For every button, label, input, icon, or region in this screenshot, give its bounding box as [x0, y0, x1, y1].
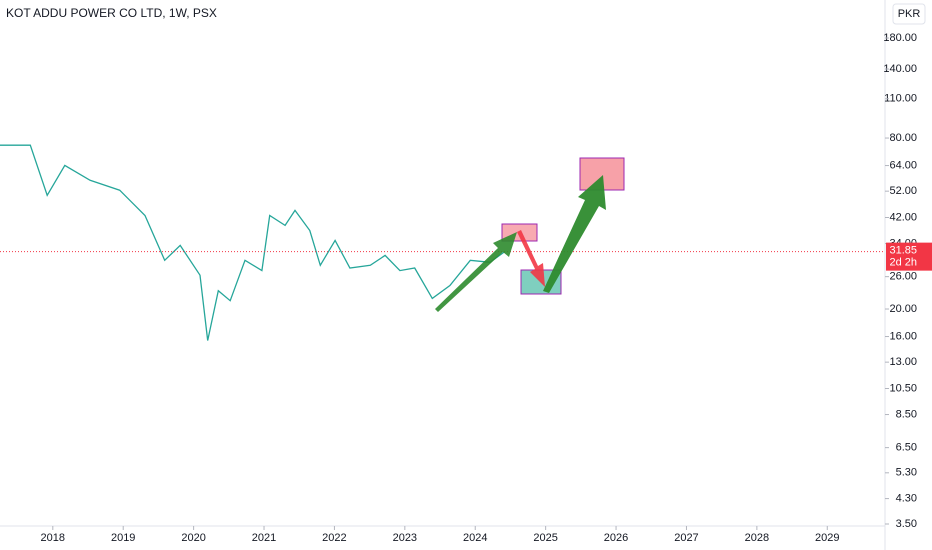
- x-tick-label: 2018: [41, 532, 65, 544]
- y-tick-label: 64.00: [889, 159, 917, 171]
- y-tick-label: 6.50: [896, 442, 917, 454]
- currency[interactable]: PKR: [898, 8, 921, 20]
- y-tick-label: 3.50: [896, 518, 917, 530]
- y-tick-label: 52.00: [889, 185, 917, 197]
- x-tick-label: 2029: [815, 532, 839, 544]
- arrow-down[interactable]: [517, 230, 545, 287]
- y-tick-label: 16.00: [889, 330, 917, 342]
- drawings: [435, 157, 625, 312]
- y-tick-label: 180.00: [883, 32, 917, 44]
- x-tick-label: 2025: [533, 532, 557, 544]
- chart-title: KOT ADDU POWER CO LTD, 1W, PSX: [6, 6, 217, 20]
- x-tick-label: 2023: [393, 532, 417, 544]
- price-line: [0, 144, 506, 341]
- y-tick-label: 26.00: [889, 271, 917, 283]
- x-tick-label: 2020: [181, 532, 205, 544]
- x-tick-label: 2026: [604, 532, 628, 544]
- x-tick-label: 2019: [111, 532, 135, 544]
- x-tick-label: 2021: [252, 532, 276, 544]
- arrow-up[interactable]: [543, 175, 606, 293]
- arrow-up[interactable]: [435, 232, 517, 312]
- y-tick-label: 8.50: [896, 408, 917, 420]
- price-axis: [885, 0, 932, 550]
- y-tick-label: 140.00: [883, 63, 917, 75]
- x-tick-label: 2022: [322, 532, 346, 544]
- x-tick-label: 2028: [745, 532, 769, 544]
- y-tick-label: 110.00: [884, 93, 917, 105]
- y-tick-label: 10.50: [889, 382, 917, 394]
- y-tick-label: 80.00: [889, 132, 917, 144]
- y-tick-label: 4.30: [896, 493, 917, 505]
- y-tick-label: 5.30: [896, 467, 917, 479]
- y-tick-label: 42.00: [889, 211, 917, 223]
- last-price-box: [886, 242, 932, 271]
- last-price-label: 31.85: [889, 245, 917, 257]
- x-tick-label: 2024: [463, 532, 487, 544]
- y-tick-label: 20.00: [889, 303, 917, 315]
- countdown-label: 2d 2h: [889, 257, 917, 269]
- currency-button[interactable]: [892, 3, 926, 25]
- y-tick-label: 13.00: [889, 356, 917, 368]
- x-tick-label: 2027: [674, 532, 698, 544]
